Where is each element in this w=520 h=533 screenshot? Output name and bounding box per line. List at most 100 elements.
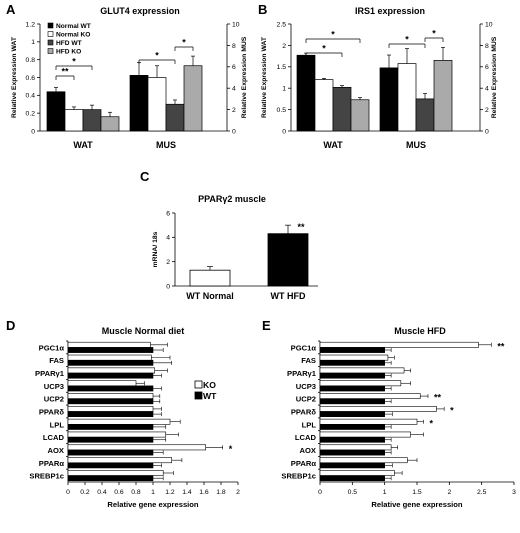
bar [46, 91, 66, 132]
bar [267, 233, 309, 287]
bar [67, 462, 154, 469]
bar [319, 354, 389, 361]
bar [319, 431, 411, 438]
bar [67, 347, 154, 353]
x-tick-label: 1 [151, 489, 155, 496]
y-axis-label-right: Relative Expression MUS [491, 36, 498, 118]
legend-label: Normal KO [56, 32, 90, 39]
bar [319, 424, 385, 430]
x-tick-label: 0 [66, 489, 70, 496]
bar [319, 385, 385, 392]
gene-label: PGC1α [291, 343, 317, 352]
x-tick-label: 1.4 [182, 489, 192, 496]
bar [129, 75, 149, 132]
gene-label: UCP3 [44, 382, 64, 391]
bar [319, 457, 408, 464]
left-tick-label: 1 [282, 86, 286, 93]
right-tick-label: 0 [232, 128, 236, 135]
x-tick-label: 0.2 [80, 489, 90, 496]
y-axis-label-left: Relative Expression WAT [11, 36, 18, 118]
legend-swatch [47, 39, 54, 46]
significance-marker: * [429, 418, 433, 428]
x-tick-label: 1 [383, 489, 387, 496]
legend-swatch [47, 48, 54, 54]
x-axis-label: Relative gene expression [371, 500, 463, 509]
bar [67, 444, 206, 451]
x-tick-label: 0.5 [348, 489, 358, 496]
x-tick-label: 0.4 [97, 489, 107, 496]
left-tick-label: 0.8 [26, 57, 36, 64]
x-tick-label: 2.5 [477, 489, 487, 496]
significance-marker: ** [497, 341, 505, 351]
bar [67, 436, 154, 443]
gene-label: SREBP1c [281, 472, 316, 481]
bar [183, 65, 203, 132]
gene-label: PGC1α [39, 343, 65, 352]
bar [67, 431, 167, 438]
legend-swatch [47, 22, 54, 29]
y-tick-label: 0 [166, 283, 170, 290]
gene-label: PPARγ1 [287, 369, 317, 378]
bar [67, 341, 151, 348]
category-label: WAT [323, 140, 343, 150]
significance-marker: * [331, 30, 335, 40]
panel-e-chart: 0 0.5 1 1.5 2 2.5 3 Relative gene expression PGC… [281, 340, 516, 509]
gene-label: AOX [48, 446, 64, 455]
panel-e-title: Muscle HFD [394, 326, 446, 336]
bar [319, 444, 392, 451]
panel-b-title: IRS1 expression [355, 6, 425, 16]
x-tick-label: 3 [512, 489, 516, 496]
gene-label: LCAD [295, 433, 317, 442]
left-tick-label: 2 [282, 43, 286, 50]
significance-marker: * [72, 57, 76, 67]
panel-letter-e: E [262, 318, 271, 333]
gene-label: UCP2 [296, 395, 316, 404]
bar [415, 98, 435, 132]
right-tick-label: 4 [485, 86, 489, 93]
x-axis-label: Relative gene expression [107, 500, 199, 509]
gene-label: PPARδ [39, 408, 65, 417]
bar [147, 77, 167, 132]
y-axis-label: mRNA/ 18s [152, 231, 159, 267]
significance-marker: ** [434, 393, 442, 403]
category-label: MUS [406, 140, 426, 150]
legend-label: WT [203, 391, 217, 401]
x-tick-label: 1.6 [199, 489, 209, 496]
bar [296, 54, 316, 132]
legend-label: HFD WT [56, 40, 82, 47]
gene-label: LPL [50, 420, 65, 429]
bar [100, 116, 120, 132]
bar [67, 405, 154, 412]
left-tick-label: 0.6 [26, 75, 36, 82]
bar [67, 457, 172, 464]
bar [397, 63, 417, 132]
y-tick-label: 2 [166, 259, 170, 266]
bar [319, 405, 437, 412]
bar [319, 449, 385, 456]
x-tick-label: 0 [318, 489, 322, 496]
significance-marker: ** [297, 222, 305, 232]
significance-marker: * [432, 29, 436, 39]
bar [67, 380, 137, 387]
bar [314, 79, 334, 132]
left-tick-label: 0.5 [277, 107, 287, 114]
bar [319, 411, 385, 417]
right-tick-label: 8 [232, 43, 236, 50]
bar [67, 359, 154, 366]
bar [67, 418, 171, 425]
left-tick-label: 0 [282, 128, 286, 135]
significance-marker: * [322, 44, 326, 54]
bar [319, 367, 405, 374]
bar [319, 393, 421, 399]
panel-d-chart: 0 0.2 0.4 0.6 0.8 1 1.2 1.4 1.6 1.8 2 Relative gene… [29, 340, 240, 509]
panel-letter-d: D [6, 318, 15, 333]
bar [319, 462, 385, 469]
panel-letter-c: C [140, 169, 150, 184]
category-label: WAT [73, 140, 93, 150]
panel-c-chart: 0 2 4 6 mRNA/ 18s WT Normal WT HFD ** [152, 210, 318, 301]
bar [67, 411, 154, 417]
gene-label: PPARδ [291, 408, 317, 417]
bar [433, 60, 453, 132]
panel-b-chart: 0 0.5 1 1.5 2 2.5 0 2 4 6 8 10 Relative Expression W… [261, 21, 498, 150]
